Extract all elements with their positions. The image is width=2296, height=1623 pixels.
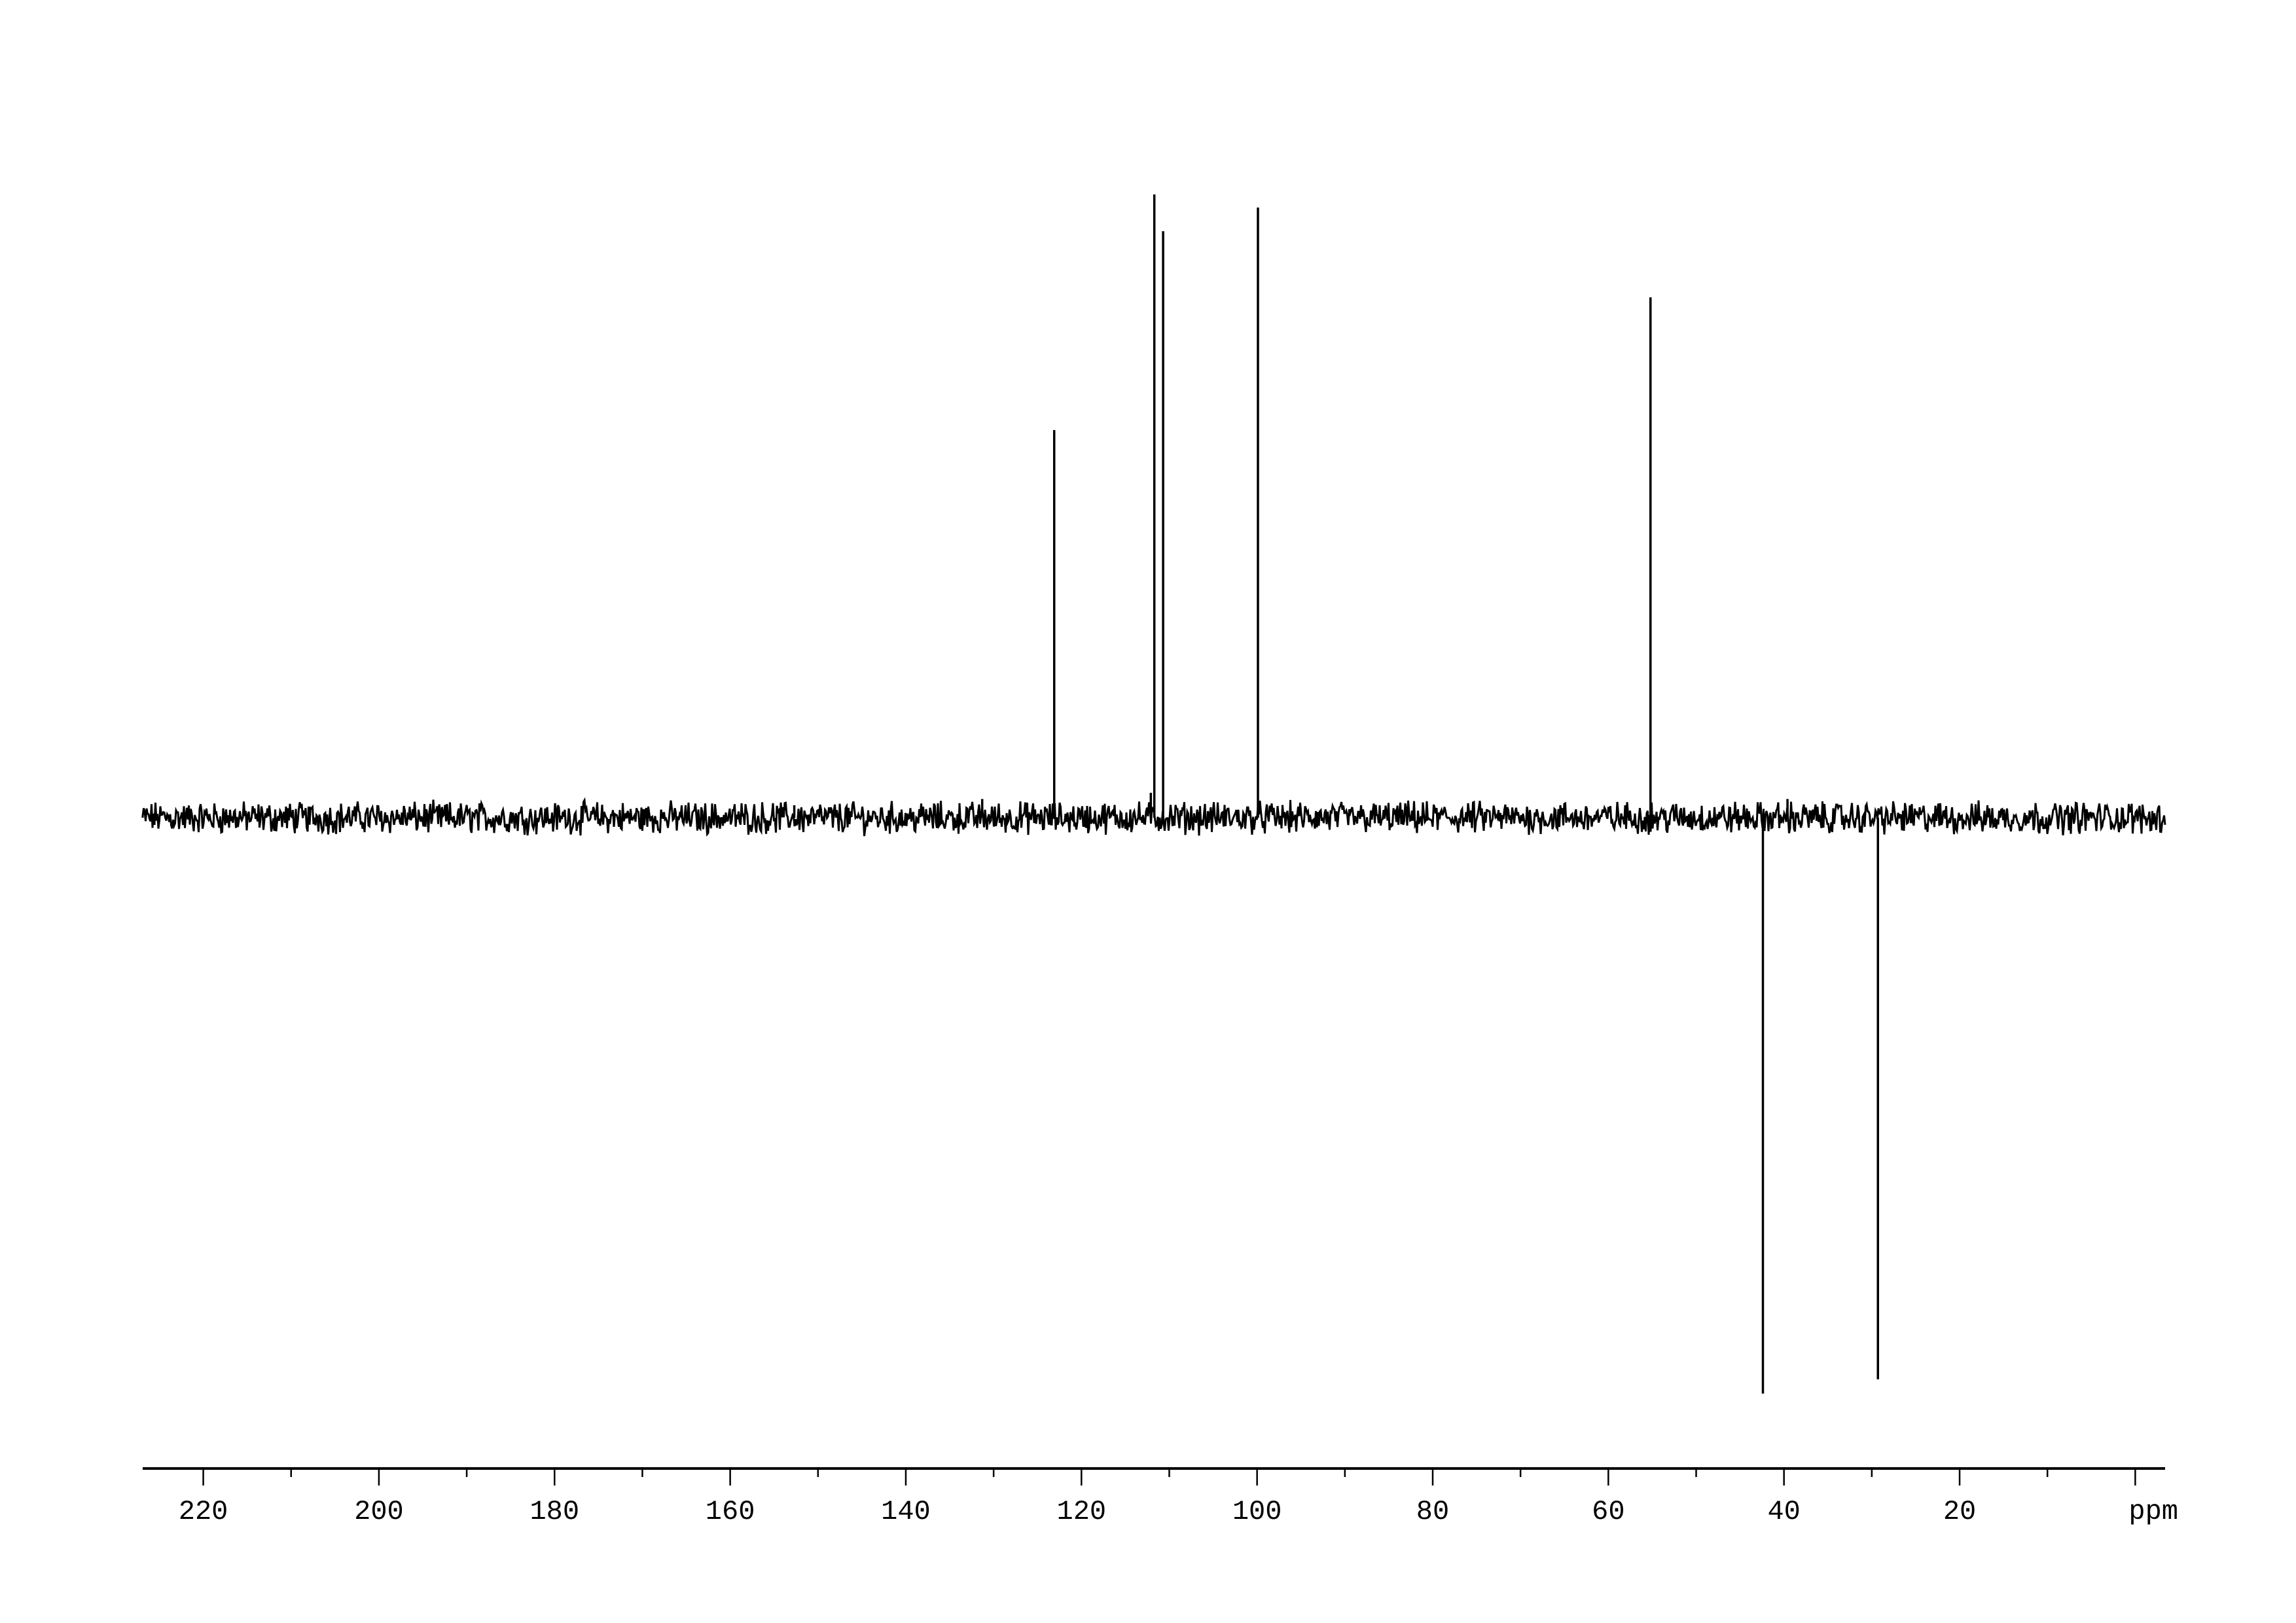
x-tick-label: 80 (1416, 1496, 1449, 1527)
x-tick-label: 100 (1232, 1496, 1282, 1527)
x-tick-label: 180 (529, 1496, 579, 1527)
x-tick-label: 140 (881, 1496, 931, 1527)
x-tick-label: 160 (706, 1496, 755, 1527)
x-tick-label: 220 (179, 1496, 228, 1527)
x-tick-label: 60 (1592, 1496, 1624, 1527)
x-unit-label: ppm (2128, 1496, 2178, 1527)
x-axis: 220 200 180 160 140 120 100 80 60 40 20 ppm (143, 1467, 2178, 1527)
x-tick-label: 120 (1056, 1496, 1106, 1527)
x-tick-label: 200 (354, 1496, 404, 1527)
x-tick-label: 40 (1767, 1496, 1800, 1527)
x-tick-label: 20 (1943, 1496, 1976, 1527)
spectrum-trace (141, 194, 2166, 1394)
